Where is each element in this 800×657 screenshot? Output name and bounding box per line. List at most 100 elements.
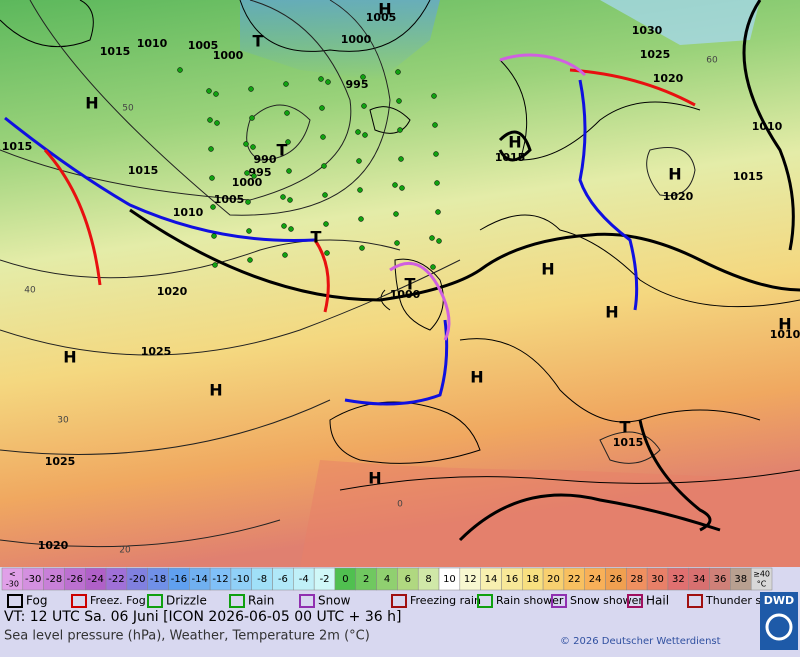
scale-label: 8 xyxy=(425,574,431,585)
scale-label: -20 xyxy=(129,574,145,585)
scale-label: -16 xyxy=(171,574,187,585)
main-isobars xyxy=(129,0,800,542)
rain-symbol xyxy=(284,110,290,116)
legend-label: Rain shower xyxy=(496,594,564,607)
rain-symbol xyxy=(431,93,437,99)
legend-icon xyxy=(71,594,87,608)
scale-label: 30 xyxy=(651,574,664,585)
pressure-label: 1030 xyxy=(632,24,663,37)
rain-symbol xyxy=(399,185,405,191)
isotherm-label: 40 xyxy=(24,286,36,296)
pressure-label: 1010 xyxy=(752,120,783,133)
isotherm-label: 20 xyxy=(119,546,131,556)
legend-label: Hail xyxy=(646,594,669,608)
cold-area xyxy=(240,0,440,80)
isotherm-label: 30 xyxy=(57,416,69,426)
pressure-label: 1010 xyxy=(137,37,168,50)
scale-label: -2 xyxy=(320,574,330,585)
rain-symbol xyxy=(320,134,326,140)
pressure-label: 1015 xyxy=(128,164,159,177)
legend-icon xyxy=(687,594,703,608)
legend-label: Rain xyxy=(248,594,274,608)
coastlines xyxy=(0,0,800,491)
scale-label: 38 xyxy=(734,574,747,585)
scale-label: -22 xyxy=(108,574,124,585)
pressure-label: 1005 xyxy=(214,193,245,206)
pressure-label: 1005 xyxy=(188,39,219,52)
rain-symbol xyxy=(433,151,439,157)
pressure-label: 1010 xyxy=(173,206,204,219)
pressure-label: 1000 xyxy=(232,176,263,189)
pressure-center: H xyxy=(470,368,483,387)
rain-symbol xyxy=(432,122,438,128)
rain-symbol xyxy=(361,103,367,109)
rain-symbol xyxy=(209,175,215,181)
scale-label: 28 xyxy=(630,574,643,585)
scale-label: 10 xyxy=(443,574,456,585)
dwd-logo-swirl xyxy=(765,613,793,641)
rain-symbol xyxy=(322,192,328,198)
scale-label: -24 xyxy=(87,574,103,585)
scale-label: -18 xyxy=(150,574,166,585)
pressure-label: 1000 xyxy=(341,33,372,46)
legend-icon xyxy=(391,594,407,608)
scale-label: -26 xyxy=(67,574,83,585)
rain-symbol xyxy=(287,197,293,203)
copyright: © 2026 Deutscher Wetterdienst xyxy=(560,636,721,647)
rain-symbol xyxy=(355,129,361,135)
cold-front xyxy=(578,79,639,311)
rain-symbol xyxy=(207,117,213,123)
occluded-front xyxy=(499,53,587,77)
rain-symbol xyxy=(429,235,435,241)
legend-icon xyxy=(299,594,315,608)
rain-symbol xyxy=(246,228,252,234)
pressure-center: H xyxy=(85,94,98,113)
scale-label: -14 xyxy=(192,574,208,585)
pressure-label: 1020 xyxy=(157,285,188,298)
pressure-label: 1020 xyxy=(38,539,69,552)
rain-symbol xyxy=(393,211,399,217)
scale-label: 32 xyxy=(672,574,685,585)
pressure-label: 1025 xyxy=(141,345,172,358)
pressure-label: 1005 xyxy=(366,11,397,24)
rain-symbol xyxy=(396,98,402,104)
rain-symbol xyxy=(247,257,253,263)
pressure-label: 1010 xyxy=(770,328,800,341)
scale-label: -10 xyxy=(233,574,249,585)
cold-area xyxy=(600,0,760,45)
scale-label: 24 xyxy=(589,574,602,585)
pressure-label: 1015 xyxy=(2,140,33,153)
pressure-center: T xyxy=(405,275,416,294)
description: Sea level pressure (hPa), Weather, Tempe… xyxy=(4,629,370,644)
legend-icon xyxy=(7,594,23,608)
legend-label: Snow xyxy=(318,594,351,608)
scale-label: 12 xyxy=(464,574,477,585)
pressure-label: 1000 xyxy=(390,288,421,301)
legend-icon xyxy=(627,594,643,608)
pressure-center: H xyxy=(605,303,618,322)
rain-symbol xyxy=(249,115,255,121)
pressure-center: H xyxy=(668,165,681,184)
pressure-label: 995 xyxy=(346,78,369,91)
pressure-label: 1015 xyxy=(495,151,526,164)
rain-symbol xyxy=(397,127,403,133)
scale-label: ≥40 xyxy=(753,570,770,579)
pressure-label: 1015 xyxy=(100,45,131,58)
legend-label: Snow shower xyxy=(570,594,643,607)
legend-label: Fog xyxy=(26,594,47,608)
pressure-center: T xyxy=(311,228,322,247)
rain-symbol xyxy=(177,67,183,73)
rain-symbol xyxy=(434,180,440,186)
rain-symbol xyxy=(283,81,289,87)
pressure-center: H xyxy=(778,315,791,334)
legend-icon xyxy=(551,594,567,608)
pressure-center: H xyxy=(368,469,381,488)
rain-symbol xyxy=(281,223,287,229)
scale-label: -28 xyxy=(46,574,62,585)
rain-symbol xyxy=(208,146,214,152)
rain-symbol xyxy=(398,156,404,162)
rain-symbol xyxy=(323,221,329,227)
rain-symbol xyxy=(244,170,250,176)
